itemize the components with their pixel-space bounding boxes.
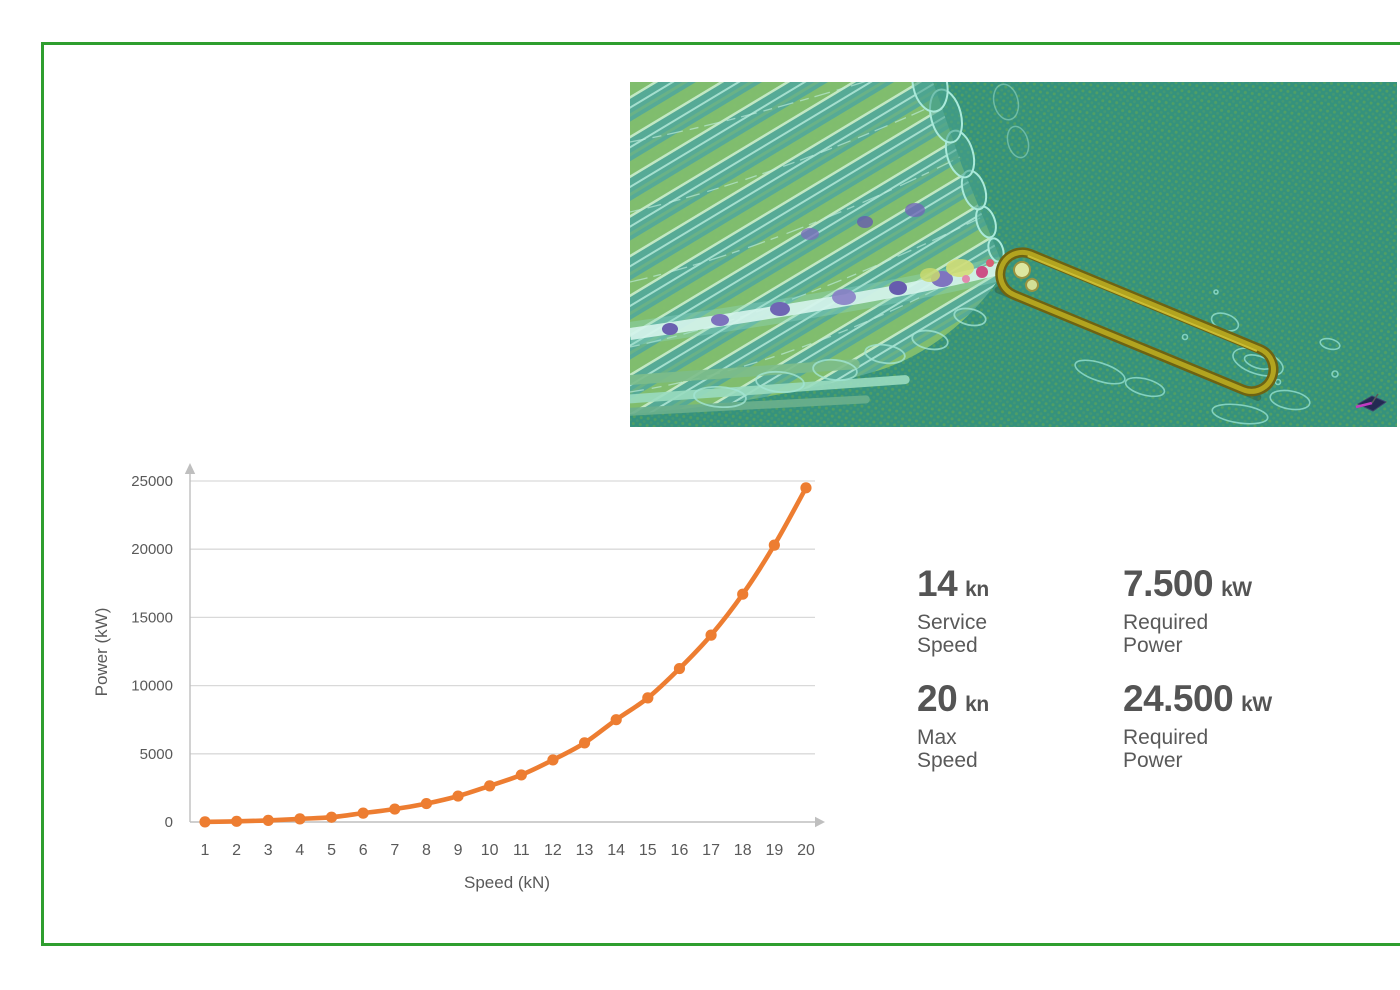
x-tick-label: 14 — [607, 842, 625, 859]
x-tick-label: 16 — [671, 842, 689, 859]
x-tick-label: 10 — [481, 842, 499, 859]
stat-value: 14 — [917, 563, 958, 604]
green-border-frame — [41, 42, 1400, 946]
x-tick-label: 9 — [454, 842, 463, 859]
stat-max-speed: 20 kn Max Speed — [917, 680, 989, 772]
x-tick-label: 15 — [639, 842, 657, 859]
power-speed-chart: 0 5000 10000 15000 20000 25000 1 2 3 4 5 6 7 8 9 10 11 12… — [85, 455, 865, 910]
ship-wake-cfd-image — [630, 82, 1397, 427]
y-tick-label: 10000 — [131, 678, 173, 695]
stat-unit: kn — [965, 578, 989, 601]
stat-unit: kW — [1221, 578, 1252, 601]
axis-triad-icon — [1355, 393, 1388, 412]
y-tick-label: 0 — [165, 814, 173, 831]
hull-outline — [994, 247, 1279, 401]
x-tick-label: 5 — [327, 842, 336, 859]
stat-label: Service Speed — [917, 611, 988, 658]
series-line — [202, 485, 809, 825]
x-tick-label: 3 — [264, 842, 273, 859]
stat-service-speed: 14 kn Service Speed — [917, 565, 989, 657]
x-axis-title: Speed (kN) — [464, 873, 550, 892]
x-axis-arrow-icon — [815, 816, 825, 828]
stat-value: 20 — [917, 678, 958, 719]
x-tick-label: 18 — [734, 842, 752, 859]
x-tick-label: 11 — [513, 842, 530, 859]
y-tick-label: 5000 — [140, 746, 173, 763]
stat-label: Required Power — [1123, 726, 1209, 773]
x-tick-label: 1 — [201, 842, 210, 859]
y-tick-label: 15000 — [131, 609, 173, 626]
y-axis-arrow-icon — [184, 463, 196, 474]
axes — [184, 463, 825, 828]
x-tick-label: 12 — [544, 842, 562, 859]
x-tick-label: 8 — [422, 842, 431, 859]
y-tick-label: 20000 — [131, 541, 173, 558]
stat-value: 24.500 — [1123, 678, 1234, 719]
x-tick-label: 7 — [390, 842, 399, 859]
x-tick-label: 17 — [702, 842, 720, 859]
wake-pattern — [630, 82, 1030, 417]
x-tick-label: 2 — [232, 842, 241, 859]
series-markers — [199, 482, 812, 828]
stat-label: Max Speed — [917, 726, 978, 773]
stat-required-power-max: 24.500 kW Required Power — [1123, 680, 1272, 772]
x-tick-label: 6 — [359, 842, 368, 859]
y-axis-title: Power (kW) — [92, 608, 111, 697]
x-tick-label: 20 — [797, 842, 815, 859]
stat-value: 7.500 — [1123, 563, 1214, 604]
stat-unit: kn — [965, 693, 989, 716]
x-tick-label: 19 — [765, 842, 783, 859]
stat-unit: kW — [1241, 693, 1272, 716]
y-tick-label: 25000 — [131, 473, 173, 490]
gridlines — [190, 480, 815, 755]
x-tick-label: 13 — [576, 842, 594, 859]
x-tick-label: 4 — [295, 842, 304, 859]
stat-label: Required Power — [1123, 611, 1209, 658]
stat-required-power-service: 7.500 kW Required Power — [1123, 565, 1252, 657]
